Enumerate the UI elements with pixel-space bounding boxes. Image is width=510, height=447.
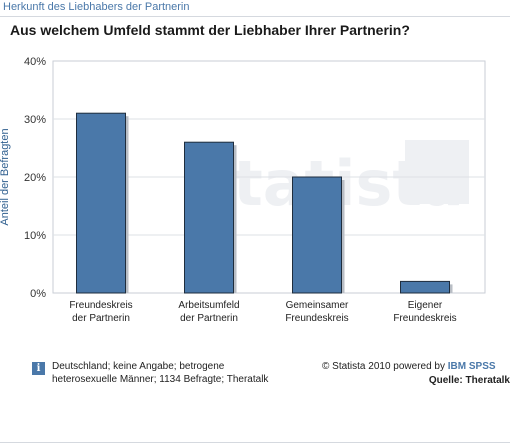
x-tick-label: Arbeitsumfeld <box>178 300 239 311</box>
credit-text: © Statista 2010 powered by <box>322 361 448 372</box>
bar <box>184 141 234 294</box>
y-axis-label: Anteil der Befragten <box>0 128 11 226</box>
bar <box>76 112 126 294</box>
x-tick-label: Eigener <box>408 300 443 311</box>
chart-subject-title: Herkunft des Liebhabers der Partnerin <box>3 1 190 13</box>
y-tick-label: 40% <box>24 56 46 68</box>
y-tick-label: 30% <box>24 114 46 126</box>
ibm-spss-link[interactable]: IBM SPSS <box>447 361 496 372</box>
bar <box>292 176 342 294</box>
x-tick-label: Freundeskreis <box>69 300 132 311</box>
footnote: Deutschland; keine Angabe; betrogene het… <box>52 361 269 385</box>
x-tick-label: Freundeskreis <box>393 313 456 324</box>
y-tick-label: 20% <box>24 172 46 184</box>
watermark-logo <box>405 140 469 204</box>
x-tick-label: der Partnerin <box>72 313 130 324</box>
credit-line: © Statista 2010 powered by IBM SPSS <box>322 361 510 375</box>
y-tick-label: 10% <box>24 230 46 242</box>
bar <box>400 280 450 294</box>
info-icon[interactable]: i <box>32 362 45 375</box>
x-tick-label: Gemeinsamer <box>286 300 349 311</box>
x-tick-label: Freundeskreis <box>285 313 348 324</box>
header-bar: Herkunft des Liebhabers der Partnerin <box>0 0 510 17</box>
y-tick-label: 0% <box>30 288 46 300</box>
x-tick-label: der Partnerin <box>180 313 238 324</box>
chart-title: Aus welchem Umfeld stammt der Liebhaber … <box>10 22 410 38</box>
bottom-divider <box>0 442 510 443</box>
source-line: Quelle: Theratalk <box>428 375 510 386</box>
